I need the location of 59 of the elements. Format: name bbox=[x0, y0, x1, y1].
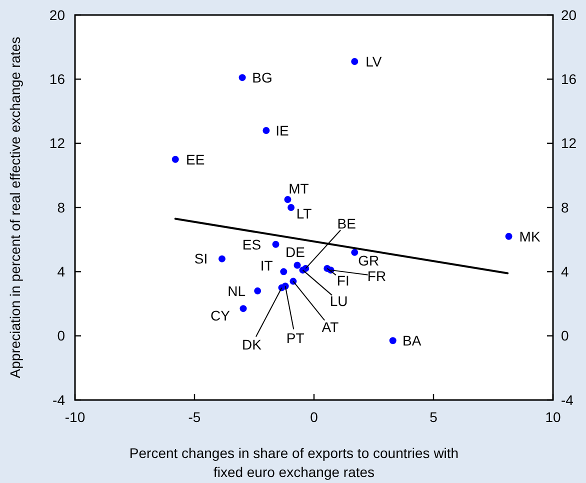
annotation: DE bbox=[286, 244, 305, 260]
annotation: PT bbox=[286, 330, 305, 346]
annotation: EE bbox=[186, 151, 205, 168]
annotation: MT bbox=[288, 180, 310, 196]
annotation: FR bbox=[367, 268, 386, 284]
point bbox=[284, 196, 292, 203]
y-tick-label: 8 bbox=[57, 199, 66, 216]
annotation: BE bbox=[337, 215, 356, 232]
point bbox=[238, 74, 246, 82]
point bbox=[351, 58, 358, 66]
annotation: GR bbox=[358, 252, 380, 268]
point bbox=[324, 264, 331, 272]
annotation: DK bbox=[242, 336, 262, 353]
point bbox=[288, 204, 295, 211]
y-axis-title: Appreciation in percent of real effective exchange rates bbox=[7, 36, 23, 378]
x-tick-label: 0 bbox=[310, 409, 318, 425]
annotation: CY bbox=[210, 307, 231, 324]
y2-tick-label: 8 bbox=[561, 199, 569, 216]
point bbox=[218, 255, 226, 262]
y-tick-label: 0 bbox=[57, 328, 66, 344]
y2-tick-label: -4 bbox=[561, 392, 574, 408]
point bbox=[272, 240, 280, 248]
y2-tick-label: 20 bbox=[561, 6, 577, 23]
point bbox=[389, 337, 396, 344]
annotation: AT bbox=[322, 319, 340, 336]
point bbox=[280, 268, 288, 276]
point bbox=[172, 156, 179, 163]
y-tick-label: 12 bbox=[49, 135, 66, 152]
point bbox=[262, 127, 270, 134]
point bbox=[254, 287, 262, 294]
annotation: BG bbox=[252, 69, 272, 86]
point bbox=[505, 232, 512, 240]
y2-tick-label: 0 bbox=[561, 328, 569, 344]
y-tick-label: 16 bbox=[49, 71, 66, 88]
x-tick-label: -10 bbox=[64, 409, 86, 425]
annotation: LT bbox=[296, 205, 312, 222]
y2-tick-label: 12 bbox=[561, 135, 577, 152]
annotation: IT bbox=[260, 258, 274, 274]
annotation: LV bbox=[366, 53, 382, 70]
annotation: LU bbox=[330, 292, 348, 309]
annotation: NL bbox=[228, 282, 246, 299]
annotation: MK bbox=[519, 228, 541, 244]
annotation: SI bbox=[194, 250, 208, 267]
point bbox=[294, 262, 301, 269]
x-tick-label: 10 bbox=[545, 409, 561, 425]
point bbox=[351, 248, 358, 256]
y-tick-label: -4 bbox=[52, 392, 66, 408]
point bbox=[240, 305, 247, 312]
y2-tick-label: 4 bbox=[561, 264, 569, 280]
annotation: IE bbox=[276, 122, 289, 138]
x-tick-label: -5 bbox=[188, 409, 201, 425]
annotation: BA bbox=[402, 332, 422, 349]
y2-tick-label: 16 bbox=[561, 71, 577, 88]
y-tick-label: 20 bbox=[49, 6, 66, 23]
x-tick-label: 5 bbox=[430, 409, 438, 425]
annotation: ES bbox=[242, 236, 262, 252]
x-axis-title: Percent changes in share of exports to countries with fixed euro exchange rates bbox=[129, 445, 459, 480]
y-tick-label: 4 bbox=[57, 264, 66, 280]
annotation: FI bbox=[336, 272, 350, 288]
